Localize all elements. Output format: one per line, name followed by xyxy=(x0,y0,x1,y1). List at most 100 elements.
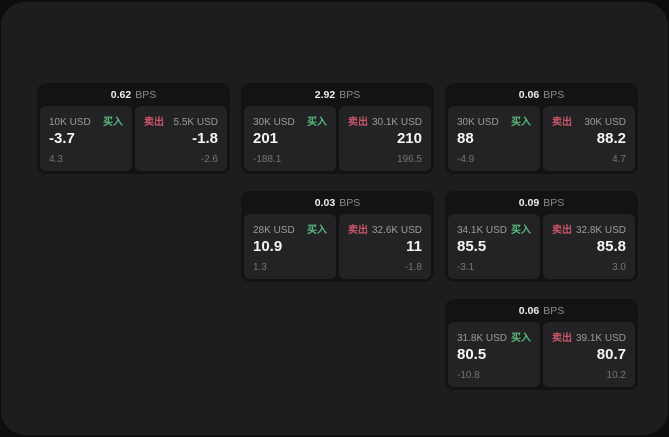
sell-price: -1.8 xyxy=(192,130,218,147)
buy-amount: 28K USD xyxy=(253,225,295,236)
sell-side-label: 卖出 xyxy=(348,225,368,236)
bps-value: 0.06 xyxy=(518,304,540,317)
buy-amount: 10K USD xyxy=(49,117,91,128)
quote-card-grid: 0.62 BPS 10K USD 买入 -3.7 4.3 卖出 5.5K USD… xyxy=(37,83,638,390)
buy-side-label: 买入 xyxy=(511,333,531,344)
bps-unit-label: BPS xyxy=(543,196,565,209)
sell-amount: 30K USD xyxy=(584,117,626,128)
bps-value: 0.62 xyxy=(110,88,132,101)
bps-unit-label: BPS xyxy=(543,304,565,317)
buy-price: -3.7 xyxy=(49,130,75,147)
buy-sub-value: -188.1 xyxy=(253,154,282,165)
buy-panel-top: 34.1K USD 买入 xyxy=(457,221,531,236)
sell-side-label: 卖出 xyxy=(552,225,572,236)
buy-amount: 34.1K USD xyxy=(457,225,508,236)
buy-panel-top: 10K USD 买入 xyxy=(49,113,123,128)
sell-panel-top: 卖出 30.1K USD xyxy=(348,113,422,128)
sell-amount: 39.1K USD xyxy=(575,333,626,344)
buy-side-label: 买入 xyxy=(511,225,531,236)
card-header: 2.92 BPS xyxy=(244,83,431,106)
sell-amount: 32.8K USD xyxy=(575,225,626,236)
buy-price: 85.5 xyxy=(457,238,487,255)
sell-side-label: 卖出 xyxy=(144,117,164,128)
buy-side-label: 买入 xyxy=(103,117,123,128)
buy-price: 88 xyxy=(457,130,474,147)
sell-sub-value: 4.7 xyxy=(612,154,626,165)
buy-panel-top: 30K USD 买入 xyxy=(253,113,327,128)
buy-side-label: 买入 xyxy=(307,117,327,128)
buy-amount: 31.8K USD xyxy=(457,333,508,344)
sell-panel-top: 卖出 5.5K USD xyxy=(144,113,218,128)
buy-sub-value: -4.9 xyxy=(457,154,475,165)
sell-amount: 32.6K USD xyxy=(371,225,422,236)
sell-panel[interactable]: 卖出 30K USD 88.2 4.7 xyxy=(543,106,635,171)
buy-panel[interactable]: 34.1K USD 买入 85.5 -3.1 xyxy=(448,214,540,279)
sell-side-label: 卖出 xyxy=(552,333,572,344)
quote-panels: 30K USD 买入 88 -4.9 卖出 30K USD 88.2 4.7 xyxy=(448,106,635,171)
buy-panel[interactable]: 28K USD 买入 10.9 1.3 xyxy=(244,214,336,279)
buy-side-label: 买入 xyxy=(307,225,327,236)
quote-card: 0.06 BPS 31.8K USD 买入 80.5 -10.8 卖出 39.1… xyxy=(445,299,638,390)
buy-sub-value: 1.3 xyxy=(253,262,267,273)
buy-sub-value: -10.8 xyxy=(457,370,480,381)
quote-panels: 30K USD 买入 201 -188.1 卖出 30.1K USD 210 1… xyxy=(244,106,431,171)
sell-sub-value: 3.0 xyxy=(612,262,626,273)
buy-sub-value: 4.3 xyxy=(49,154,63,165)
quote-panels: 28K USD 买入 10.9 1.3 卖出 32.6K USD 11 -1.8 xyxy=(244,214,431,279)
quote-card: 0.09 BPS 34.1K USD 买入 85.5 -3.1 卖出 32.8K… xyxy=(445,191,638,282)
card-header: 0.03 BPS xyxy=(244,191,431,214)
quote-panels: 10K USD 买入 -3.7 4.3 卖出 5.5K USD -1.8 -2.… xyxy=(40,106,227,171)
buy-price: 201 xyxy=(253,130,279,147)
sell-panel[interactable]: 卖出 39.1K USD 80.7 10.2 xyxy=(543,322,635,387)
bps-value: 0.03 xyxy=(314,196,336,209)
sell-price: 80.7 xyxy=(596,346,626,363)
card-header: 0.06 BPS xyxy=(448,299,635,322)
quote-card: 0.06 BPS 30K USD 买入 88 -4.9 卖出 30K USD 8… xyxy=(445,83,638,174)
bps-unit-label: BPS xyxy=(135,88,157,101)
buy-amount: 30K USD xyxy=(457,117,499,128)
sell-panel[interactable]: 卖出 5.5K USD -1.8 -2.6 xyxy=(135,106,227,171)
sell-side-label: 卖出 xyxy=(348,117,368,128)
buy-panel[interactable]: 30K USD 买入 88 -4.9 xyxy=(448,106,540,171)
buy-panel[interactable]: 31.8K USD 买入 80.5 -10.8 xyxy=(448,322,540,387)
bps-unit-label: BPS xyxy=(543,88,565,101)
sell-sub-value: 196.5 xyxy=(396,154,422,165)
sell-price: 88.2 xyxy=(596,130,626,147)
bps-value: 2.92 xyxy=(314,88,336,101)
buy-price: 80.5 xyxy=(457,346,487,363)
buy-panel[interactable]: 30K USD 买入 201 -188.1 xyxy=(244,106,336,171)
quote-panels: 31.8K USD 买入 80.5 -10.8 卖出 39.1K USD 80.… xyxy=(448,322,635,387)
quote-card: 2.92 BPS 30K USD 买入 201 -188.1 卖出 30.1K … xyxy=(241,83,434,174)
sell-sub-value: -1.8 xyxy=(404,262,422,273)
sell-sub-value: -2.6 xyxy=(200,154,218,165)
sell-panel[interactable]: 卖出 32.6K USD 11 -1.8 xyxy=(339,214,431,279)
sell-amount: 5.5K USD xyxy=(173,117,218,128)
card-header: 0.06 BPS xyxy=(448,83,635,106)
sell-price: 11 xyxy=(406,238,422,255)
sell-price: 85.8 xyxy=(596,238,626,255)
buy-panel[interactable]: 10K USD 买入 -3.7 4.3 xyxy=(40,106,132,171)
quote-card: 0.62 BPS 10K USD 买入 -3.7 4.3 卖出 5.5K USD… xyxy=(37,83,230,174)
buy-panel-top: 31.8K USD 买入 xyxy=(457,329,531,344)
bps-value: 0.06 xyxy=(518,88,540,101)
sell-panel-top: 卖出 32.8K USD xyxy=(552,221,626,236)
bps-unit-label: BPS xyxy=(339,196,361,209)
quote-panels: 34.1K USD 买入 85.5 -3.1 卖出 32.8K USD 85.8… xyxy=(448,214,635,279)
sell-side-label: 卖出 xyxy=(552,117,572,128)
sell-panel[interactable]: 卖出 30.1K USD 210 196.5 xyxy=(339,106,431,171)
card-header: 0.62 BPS xyxy=(40,83,227,106)
sell-panel-top: 卖出 39.1K USD xyxy=(552,329,626,344)
bps-unit-label: BPS xyxy=(339,88,361,101)
buy-panel-top: 28K USD 买入 xyxy=(253,221,327,236)
buy-price: 10.9 xyxy=(253,238,283,255)
sell-panel-top: 卖出 30K USD xyxy=(552,113,626,128)
bps-value: 0.09 xyxy=(518,196,540,209)
buy-side-label: 买入 xyxy=(511,117,531,128)
buy-panel-top: 30K USD 买入 xyxy=(457,113,531,128)
sell-panel[interactable]: 卖出 32.8K USD 85.8 3.0 xyxy=(543,214,635,279)
sell-panel-top: 卖出 32.6K USD xyxy=(348,221,422,236)
quote-card: 0.03 BPS 28K USD 买入 10.9 1.3 卖出 32.6K US… xyxy=(241,191,434,282)
sell-price: 210 xyxy=(396,130,422,147)
buy-amount: 30K USD xyxy=(253,117,295,128)
